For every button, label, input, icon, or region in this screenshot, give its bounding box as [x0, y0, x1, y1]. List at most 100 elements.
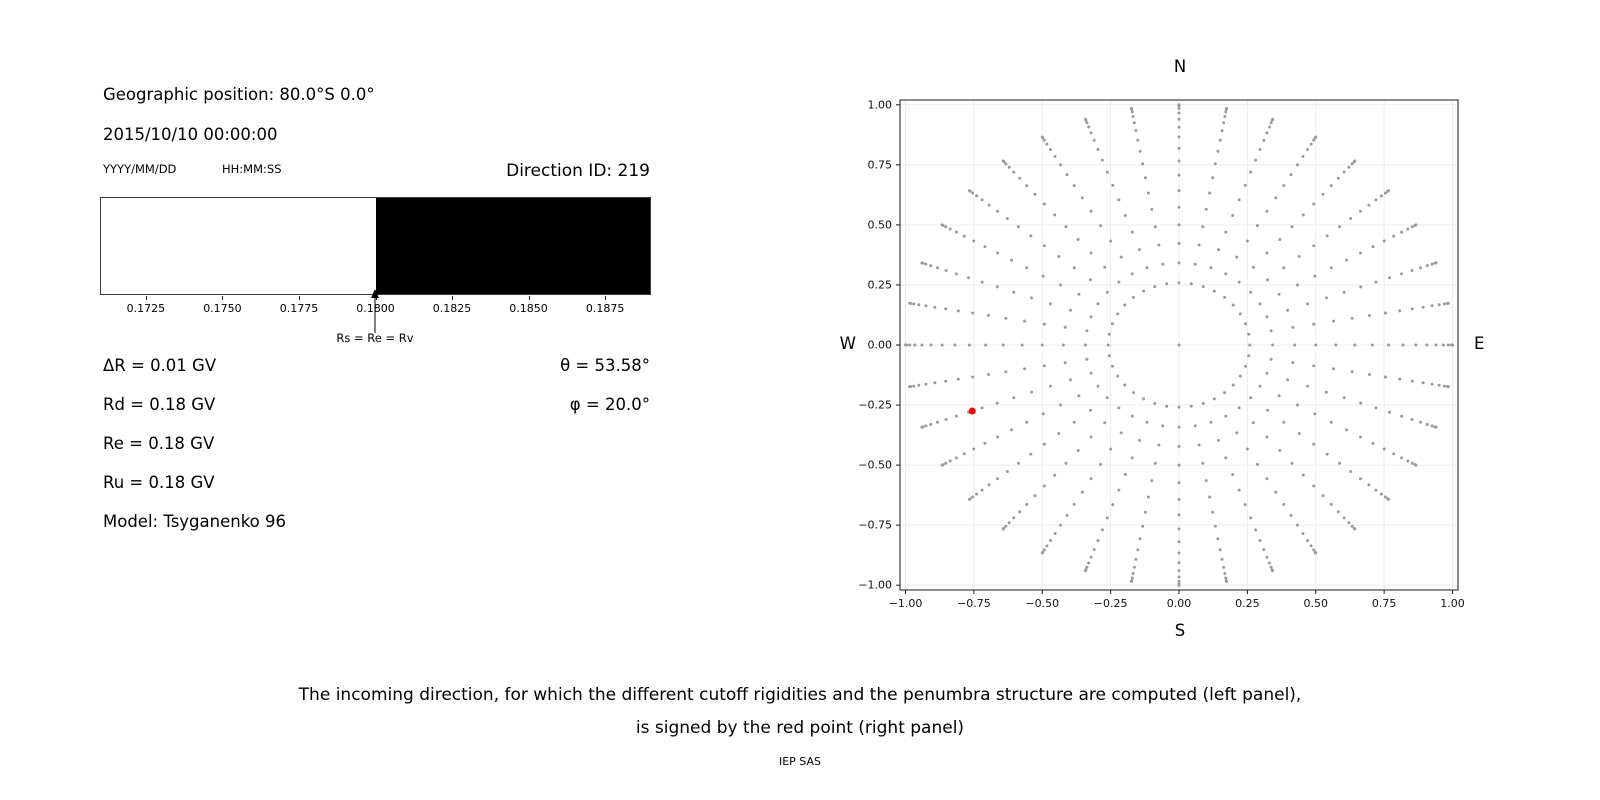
direction-dot — [996, 209, 1000, 213]
direction-dot — [971, 311, 975, 315]
direction-dot — [1312, 442, 1316, 446]
direction-dot — [1251, 265, 1255, 269]
direction-dot — [1012, 516, 1016, 520]
direction-dot — [1383, 311, 1387, 315]
direction-dot — [1238, 312, 1242, 316]
direction-dot — [953, 343, 957, 347]
direction-dot — [1085, 121, 1089, 125]
direction-dot — [1244, 322, 1248, 326]
direction-dot — [987, 314, 991, 318]
direction-dot — [1157, 243, 1161, 247]
direction-dot — [1107, 332, 1111, 336]
direction-dot — [1177, 580, 1181, 584]
direction-dot — [1358, 435, 1362, 439]
x-tick-label: −0.25 — [1094, 597, 1128, 610]
direction-dot — [1004, 370, 1008, 374]
direction-dot — [948, 227, 952, 231]
direction-dot — [1177, 551, 1181, 555]
direction-dot — [1216, 537, 1220, 541]
direction-dot — [1338, 461, 1342, 465]
direction-dot — [1392, 234, 1396, 238]
direction-dot — [1267, 561, 1271, 565]
direction-dot — [967, 189, 971, 193]
direction-dot — [1057, 432, 1061, 436]
direction-dot — [933, 305, 937, 309]
direction-dot — [1201, 401, 1205, 405]
direction-dot — [917, 303, 921, 307]
penumbra-tick — [222, 296, 224, 300]
direction-dot — [1016, 461, 1020, 465]
direction-dot — [1278, 237, 1282, 241]
direction-dot — [987, 372, 991, 376]
geographic-position: Geographic position: 80.0°S 0.0° — [103, 85, 375, 104]
direction-dot — [1089, 209, 1093, 213]
compass-west-label: W — [839, 334, 856, 353]
direction-dot — [1012, 396, 1016, 400]
direction-dot — [1041, 274, 1045, 278]
direction-dot — [924, 262, 928, 266]
cutoff-arrow-label: Rs = Re = Rv — [336, 331, 414, 345]
direction-dot — [1306, 538, 1310, 542]
direction-dot — [1123, 383, 1127, 387]
direction-dot — [1430, 262, 1434, 266]
direction-dot — [1358, 209, 1362, 213]
direction-dot — [1237, 406, 1241, 410]
direction-dot — [1177, 125, 1181, 129]
direction-dot — [1087, 561, 1091, 565]
direction-dot — [1177, 117, 1181, 121]
direction-dot — [1083, 569, 1087, 573]
penumbra-forbidden-region — [375, 198, 650, 294]
penumbra-tick-label: 0.1750 — [203, 302, 242, 315]
direction-dot — [1265, 435, 1269, 439]
direction-dot — [1146, 191, 1150, 195]
direction-dot — [1243, 503, 1247, 507]
direction-dot — [971, 495, 975, 499]
penumbra-tick — [452, 296, 454, 300]
direction-dot — [1177, 425, 1181, 429]
direction-dot — [967, 497, 971, 501]
direction-dot — [1123, 214, 1127, 218]
direction-dot — [1085, 329, 1089, 333]
direction-dot — [1421, 381, 1425, 385]
direction-dot — [1269, 121, 1273, 125]
direction-dot — [940, 343, 944, 347]
direction-dot — [1042, 138, 1046, 142]
direction-dot — [1237, 488, 1241, 492]
direction-dot — [983, 245, 987, 249]
direction-dot — [1265, 555, 1269, 559]
direction-dot — [1053, 532, 1057, 536]
theta-value: θ = 53.58° — [560, 356, 650, 375]
direction-dot — [1231, 214, 1235, 218]
direction-dot — [1249, 290, 1253, 294]
penumbra-tick — [145, 296, 147, 300]
direction-dot — [1359, 285, 1363, 289]
direction-dot — [1248, 343, 1252, 347]
direction-dot — [1282, 502, 1286, 506]
direction-dot — [1398, 309, 1402, 313]
direction-dot — [1045, 142, 1049, 146]
direction-dot — [1255, 224, 1259, 228]
direction-dot — [1117, 280, 1121, 284]
direction-dot — [1224, 230, 1228, 234]
direction-dot — [1392, 452, 1396, 456]
direction-dot — [1059, 403, 1063, 407]
direction-dot — [908, 343, 912, 347]
direction-dot — [912, 302, 916, 306]
direction-dot — [954, 456, 958, 460]
direction-dot — [972, 447, 976, 451]
direction-dot — [1224, 110, 1228, 114]
direction-dot — [1105, 516, 1109, 520]
direction-dot — [1295, 283, 1299, 287]
y-tick-label: −0.50 — [858, 459, 892, 472]
direction-dot — [1087, 125, 1091, 129]
direction-dot — [1442, 384, 1446, 388]
direction-dot — [1231, 383, 1235, 387]
penumbra-tick — [298, 296, 300, 300]
y-tick-label: 0.00 — [868, 339, 893, 352]
direction-dot — [1289, 513, 1293, 517]
direction-dot — [1212, 397, 1216, 401]
direction-dot — [912, 384, 916, 388]
direction-dot — [1222, 121, 1226, 125]
direction-dot — [1153, 285, 1157, 289]
direction-dot — [1410, 269, 1414, 273]
